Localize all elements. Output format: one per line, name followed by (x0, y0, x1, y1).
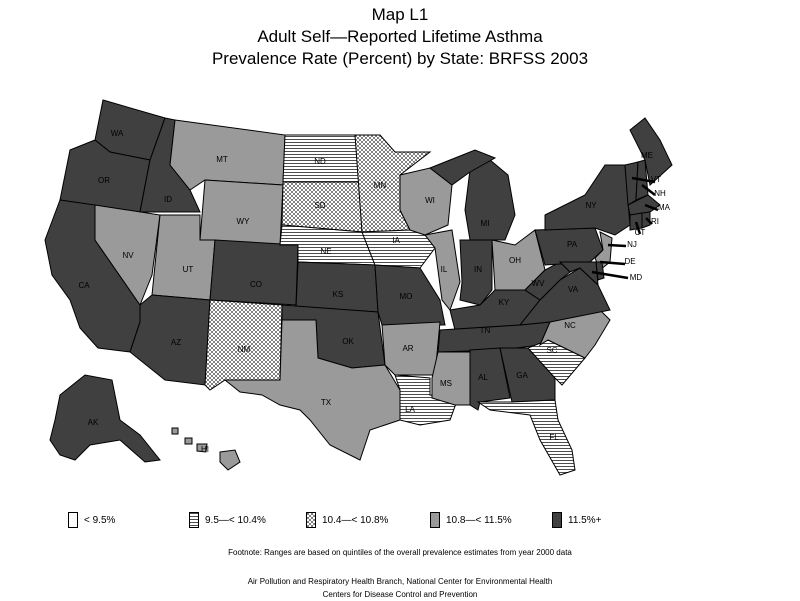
state-label-MD: MD (630, 273, 643, 282)
state-label-NH: NH (654, 189, 666, 198)
state-label-NC: NC (564, 321, 576, 330)
legend-item-c4: 10.8—< 11.5% (430, 510, 512, 530)
state-VA[interactable] (518, 267, 611, 326)
state-label-TN: TN (480, 326, 491, 335)
legend-item-c2: 9.5—< 10.4% (189, 510, 266, 530)
state-label-AK: AK (88, 418, 99, 427)
state-label-PA: PA (567, 240, 578, 249)
state-label-ID: ID (164, 195, 172, 204)
state-label-TX: TX (321, 398, 332, 407)
state-ME[interactable] (629, 117, 673, 186)
state-CO[interactable] (209, 239, 299, 306)
state-RI[interactable] (641, 211, 651, 229)
state-label-NE: NE (320, 247, 331, 256)
legend-label-c3: 10.4—< 10.8% (322, 514, 389, 526)
state-label-VT: VT (651, 175, 661, 184)
state-label-IL: IL (441, 265, 448, 274)
state-NV[interactable] (94, 204, 161, 307)
state-label-NV: NV (122, 251, 134, 260)
state-label-AL: AL (478, 373, 488, 382)
state-KS[interactable] (295, 261, 379, 313)
leader-lines (591, 176, 659, 280)
state-label-CO: CO (250, 280, 262, 289)
state-label-KS: KS (333, 290, 344, 299)
state-label-LA: LA (405, 405, 415, 414)
state-label-SD: SD (314, 201, 325, 210)
state-label-VA: VA (568, 285, 579, 294)
map-subtitle: Adult Self—Reported Lifetime Asthma (257, 27, 543, 46)
state-label-OR: OR (98, 176, 110, 185)
state-label-AZ: AZ (171, 338, 181, 347)
legend-label-c1: < 9.5% (84, 514, 116, 526)
state-WY[interactable] (199, 179, 284, 246)
legend-swatch-c2 (189, 512, 199, 528)
state-label-IA: IA (392, 236, 400, 245)
legend-label-c5: 11.5%+ (568, 514, 602, 526)
state-label-GA: GA (516, 371, 528, 380)
state-label-MN: MN (374, 181, 387, 190)
state-NY[interactable] (544, 164, 631, 236)
state-label-WI: WI (425, 196, 435, 205)
state-label-MA: MA (658, 203, 671, 212)
credits: Air Pollution and Respiratory Health Bra… (0, 575, 800, 601)
map-title-block: Map L1 Adult Self—Reported Lifetime Asth… (0, 4, 800, 70)
state-label-MT: MT (216, 155, 228, 164)
state-label-NM: NM (238, 345, 251, 354)
state-MI-upper[interactable] (429, 149, 497, 186)
legend-swatch-c1 (68, 512, 78, 528)
state-label-CT: CT (635, 228, 646, 237)
state-label-AR: AR (402, 344, 413, 353)
state-label-RI: RI (651, 217, 659, 226)
state-label-SC: SC (546, 346, 557, 355)
state-GA[interactable] (499, 347, 556, 403)
state-MO[interactable] (374, 264, 446, 326)
state-label-WV: WV (532, 279, 546, 288)
map-subtitle-2: Prevalence Rate (Percent) by State: BRFS… (211, 49, 589, 68)
legend-label-c2: 9.5—< 10.4% (205, 514, 266, 526)
legend-item-c5: 11.5%+ (552, 510, 601, 530)
state-label-MI: MI (481, 219, 490, 228)
map-title: Map L1 (371, 5, 429, 24)
credits-line-1: Air Pollution and Respiratory Health Bra… (247, 577, 553, 586)
state-MI[interactable] (464, 159, 516, 241)
state-label-UT: UT (183, 265, 194, 274)
legend-swatch-c4 (430, 512, 440, 528)
legend: < 9.5% 9.5—< 10.4% 10.4—< 10.8% 10.8—< 11.5… (68, 510, 768, 530)
state-FL[interactable] (476, 399, 576, 476)
state-HI[interactable] (171, 427, 241, 471)
state-label-CA: CA (78, 281, 90, 290)
legend-label-c4: 10.8—< 11.5% (446, 514, 512, 526)
state-label-IN: IN (474, 265, 482, 274)
state-MD[interactable] (558, 261, 599, 287)
state-AK[interactable] (49, 374, 161, 463)
footnote: Footnote: Ranges are based on quintiles … (228, 548, 572, 557)
legend-item-c3: 10.4—< 10.8% (306, 510, 388, 530)
state-label-KY: KY (499, 298, 510, 307)
credits-line-2: Centers for Disease Control and Preventi… (322, 590, 478, 599)
state-label-NJ: NJ (627, 240, 637, 249)
state-label-FL: FL (549, 433, 559, 442)
state-label-HI: HI (201, 445, 209, 454)
state-LA[interactable] (394, 374, 459, 426)
legend-item-c1: < 9.5% (68, 510, 115, 530)
state-label-MO: MO (400, 292, 413, 301)
state-label-NY: NY (585, 201, 597, 210)
state-label-ME: ME (641, 151, 653, 160)
state-TX[interactable] (223, 319, 401, 461)
state-label-DE: DE (624, 257, 635, 266)
state-label-MS: MS (440, 379, 452, 388)
state-label-OH: OH (509, 256, 521, 265)
legend-swatch-c3 (306, 512, 316, 528)
legend-swatch-c5 (552, 512, 562, 528)
state-label-ND: ND (314, 157, 326, 166)
state-label-OK: OK (342, 337, 354, 346)
state-label-WY: WY (237, 217, 251, 226)
state-AR[interactable] (381, 321, 441, 376)
state-label-WA: WA (111, 129, 124, 138)
